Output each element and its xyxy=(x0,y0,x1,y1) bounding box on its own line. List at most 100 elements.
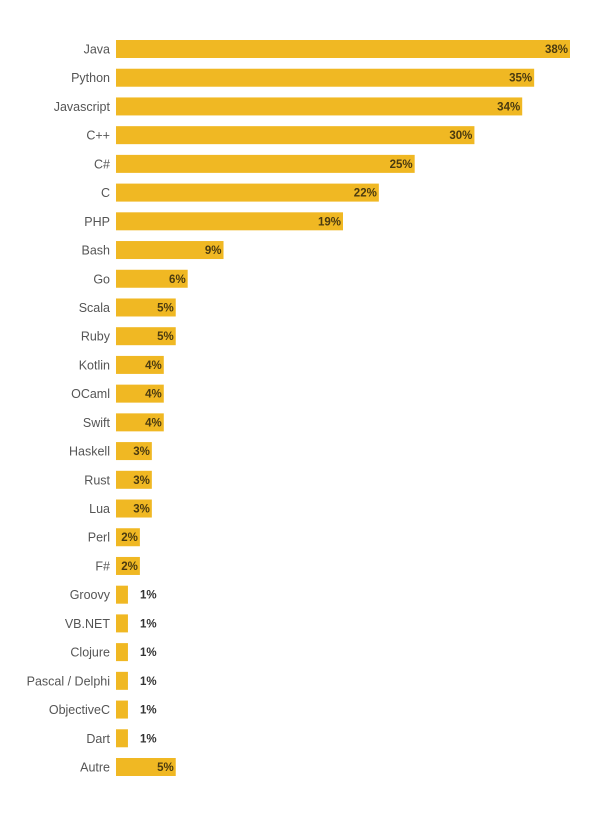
category-label: Pascal / Delphi xyxy=(27,674,110,688)
data-label: 1% xyxy=(140,733,157,745)
category-label: Kotlin xyxy=(79,358,110,372)
bar-row: C 22% xyxy=(101,183,379,202)
data-label: 4% xyxy=(145,389,162,401)
data-label: 38% xyxy=(545,44,568,56)
category-label: Javascript xyxy=(54,100,111,114)
bar xyxy=(116,355,164,374)
bar xyxy=(116,470,152,489)
category-label: ObjectiveC xyxy=(49,703,110,717)
bar-row: PHP 19% xyxy=(84,212,343,231)
bar-row: F# 2% xyxy=(95,556,140,575)
bar-row: Autre 5% xyxy=(80,758,176,776)
bar xyxy=(116,413,164,432)
bar xyxy=(116,556,140,575)
bar xyxy=(116,241,224,260)
bar xyxy=(116,528,140,547)
bar xyxy=(116,40,570,58)
data-label: 25% xyxy=(390,159,413,171)
data-label: 1% xyxy=(140,676,157,688)
category-label: Rust xyxy=(84,473,110,487)
category-label: Perl xyxy=(88,531,110,545)
data-label: 3% xyxy=(133,446,150,458)
bar-row: Javascript 34% xyxy=(54,97,523,116)
category-label: Lua xyxy=(89,502,110,516)
category-label: C++ xyxy=(86,129,110,143)
category-label: Ruby xyxy=(81,330,111,344)
bar xyxy=(116,298,176,317)
bar-row: Haskell 3% xyxy=(69,442,152,461)
category-label: Go xyxy=(93,272,110,286)
bar-row: Lua 3% xyxy=(89,499,152,518)
category-label: VB.NET xyxy=(65,617,111,631)
bar xyxy=(116,700,128,719)
bar-row: Ruby 5% xyxy=(81,327,176,346)
bar xyxy=(116,643,128,662)
bar-row: Perl 2% xyxy=(88,528,140,547)
data-label: 4% xyxy=(145,417,162,429)
data-label: 2% xyxy=(121,561,138,573)
bar-row: Swift 4% xyxy=(83,413,164,432)
data-label: 30% xyxy=(449,130,472,142)
bar xyxy=(116,327,176,346)
bar xyxy=(116,384,164,403)
bar-row: Scala 5% xyxy=(79,298,176,317)
data-label: 5% xyxy=(157,302,174,314)
data-label: 9% xyxy=(205,245,222,257)
bar xyxy=(116,269,188,288)
data-label: 4% xyxy=(145,360,162,372)
data-label: 5% xyxy=(157,762,174,774)
bar-row: Python 35% xyxy=(71,68,535,87)
data-label: 34% xyxy=(497,101,520,113)
bar-row: Rust 3% xyxy=(84,470,152,489)
category-label: Scala xyxy=(79,301,110,315)
bar-row: Bash 9% xyxy=(82,241,224,260)
data-label: 1% xyxy=(140,618,157,630)
category-label: Groovy xyxy=(70,588,111,602)
bar xyxy=(116,671,128,690)
bar-row: Groovy 1% xyxy=(70,585,157,604)
data-label: 3% xyxy=(133,475,150,487)
bar-row: OCaml 4% xyxy=(71,384,164,403)
bar-row: Dart 1% xyxy=(86,729,157,748)
bar xyxy=(116,729,128,748)
bar xyxy=(116,212,343,231)
category-label: Clojure xyxy=(70,646,110,660)
bar-row: Clojure 1% xyxy=(70,643,157,662)
bar-row: ObjectiveC 1% xyxy=(49,700,157,719)
bar xyxy=(116,442,152,461)
bar xyxy=(116,499,152,518)
data-label: 5% xyxy=(157,331,174,343)
bar-row: C# 25% xyxy=(94,154,415,173)
bar-row: Pascal / Delphi 1% xyxy=(27,671,157,690)
category-label: C# xyxy=(94,157,110,171)
bar xyxy=(116,183,379,202)
data-label: 35% xyxy=(509,73,532,85)
bar-row: VB.NET 1% xyxy=(65,614,157,633)
category-label: Dart xyxy=(86,732,110,746)
data-label: 1% xyxy=(140,647,157,659)
category-label: F# xyxy=(95,559,110,573)
bar-row: Go 6% xyxy=(93,269,188,288)
bar xyxy=(116,126,475,145)
category-label: Bash xyxy=(82,244,111,258)
bar xyxy=(116,585,128,604)
data-label: 22% xyxy=(354,188,377,200)
data-label: 3% xyxy=(133,504,150,516)
category-label: Swift xyxy=(83,416,111,430)
bar xyxy=(116,758,176,776)
bar-row: Java 38% xyxy=(84,40,570,58)
category-label: C xyxy=(101,186,110,200)
bar xyxy=(116,614,128,633)
bar-row: C++ 30% xyxy=(86,126,475,145)
data-label: 1% xyxy=(140,590,157,602)
bar-row: Kotlin 4% xyxy=(79,355,164,374)
category-label: Python xyxy=(71,71,110,85)
bar xyxy=(116,154,415,173)
data-label: 6% xyxy=(169,274,186,286)
category-label: Autre xyxy=(80,761,110,775)
category-label: Haskell xyxy=(69,445,110,459)
data-label: 19% xyxy=(318,216,341,228)
data-label: 1% xyxy=(140,705,157,717)
bar xyxy=(116,68,535,87)
